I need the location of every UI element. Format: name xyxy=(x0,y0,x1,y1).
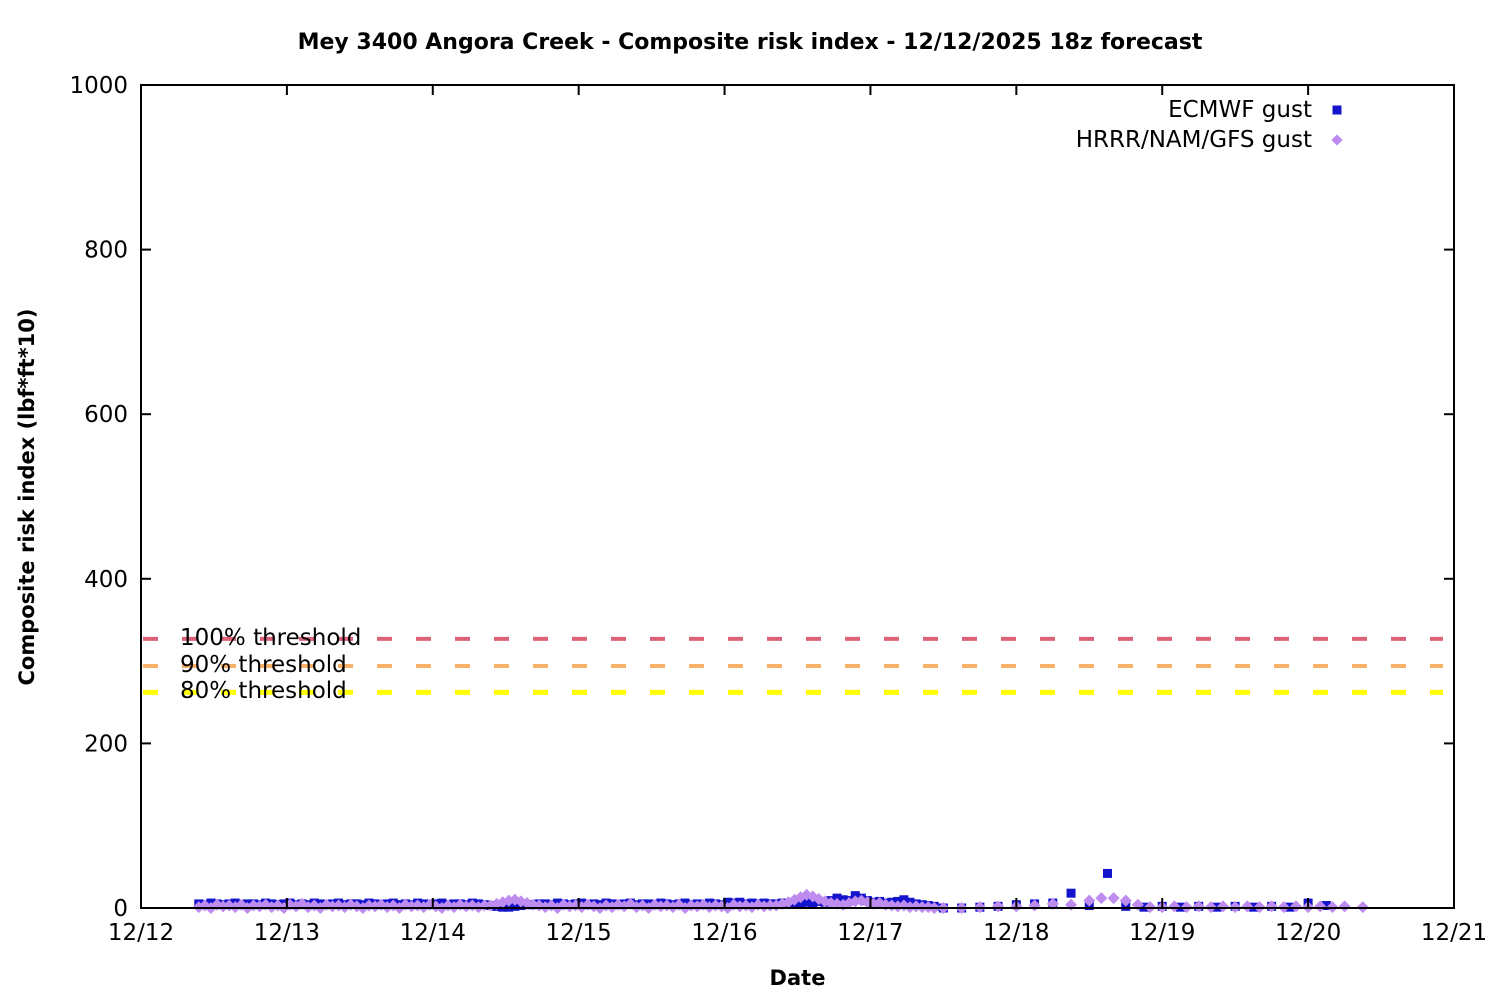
data-point-square xyxy=(1066,888,1076,898)
legend-marker-box xyxy=(1312,125,1362,155)
x-tick-label: 12/14 xyxy=(400,920,466,946)
x-tick-label: 12/17 xyxy=(837,920,903,946)
threshold-label-100: 100% threshold xyxy=(180,624,362,651)
x-axis-label: Date xyxy=(769,966,826,990)
data-point-diamond xyxy=(1192,900,1205,913)
threshold-label-80: 80% threshold xyxy=(180,678,347,705)
data-point-diamond xyxy=(1241,900,1254,913)
y-tick-label: 1000 xyxy=(69,73,128,99)
legend-label-hrrr-nam-gfs: HRRR/NAM/GFS gust xyxy=(1075,127,1312,153)
x-tick-label: 12/19 xyxy=(1129,920,1195,946)
y-tick-label: 0 xyxy=(113,896,128,922)
y-axis-label: Composite risk index (lbf*ft*10) xyxy=(15,308,39,686)
y-tick-label: 800 xyxy=(84,238,128,264)
x-tick-label: 12/13 xyxy=(254,920,320,946)
data-point-square xyxy=(802,897,812,907)
data-point-diamond xyxy=(1083,894,1096,907)
legend: ECMWF gust HRRR/NAM/GFS gust xyxy=(1076,95,1362,155)
data-point-diamond xyxy=(1314,900,1327,913)
data-point-diamond xyxy=(1338,900,1351,913)
y-tick-label: 200 xyxy=(84,731,128,757)
data-point-square xyxy=(510,901,520,911)
chart-title: Mey 3400 Angora Creek - Composite risk i… xyxy=(297,30,1203,55)
data-point-diamond xyxy=(1119,894,1132,907)
data-point-diamond xyxy=(1107,892,1120,905)
data-point-diamond xyxy=(1290,900,1303,913)
x-tick-label: 12/20 xyxy=(1275,920,1341,946)
x-tick-label: 12/21 xyxy=(1421,920,1487,946)
legend-label-ecmwf: ECMWF gust xyxy=(1168,97,1312,123)
data-point-square xyxy=(1103,868,1113,878)
x-tick-label: 12/15 xyxy=(546,920,612,946)
threshold-label-90: 90% threshold xyxy=(180,651,347,678)
legend-item-ecmwf: ECMWF gust xyxy=(1076,95,1362,125)
plot-border xyxy=(140,84,1455,909)
data-point-diamond xyxy=(1168,900,1181,913)
data-point-square xyxy=(808,898,818,908)
x-tick-label: 12/16 xyxy=(691,920,757,946)
legend-marker-box xyxy=(1312,95,1362,125)
data-point-diamond xyxy=(1095,892,1108,905)
data-point-diamond xyxy=(992,900,1005,913)
y-tick-label: 400 xyxy=(84,567,128,593)
data-point-diamond xyxy=(1217,900,1230,913)
legend-item-hrrr-nam-gfs: HRRR/NAM/GFS gust xyxy=(1076,125,1362,155)
data-point-diamond xyxy=(1265,900,1278,913)
square-marker-icon xyxy=(1332,105,1342,115)
data-point-square xyxy=(1321,901,1331,911)
x-tick-label: 12/12 xyxy=(108,920,174,946)
y-tick-label: 600 xyxy=(84,402,128,428)
diamond-marker-icon xyxy=(1331,134,1343,146)
data-point-diamond xyxy=(1046,897,1059,910)
x-tick-label: 12/18 xyxy=(983,920,1049,946)
